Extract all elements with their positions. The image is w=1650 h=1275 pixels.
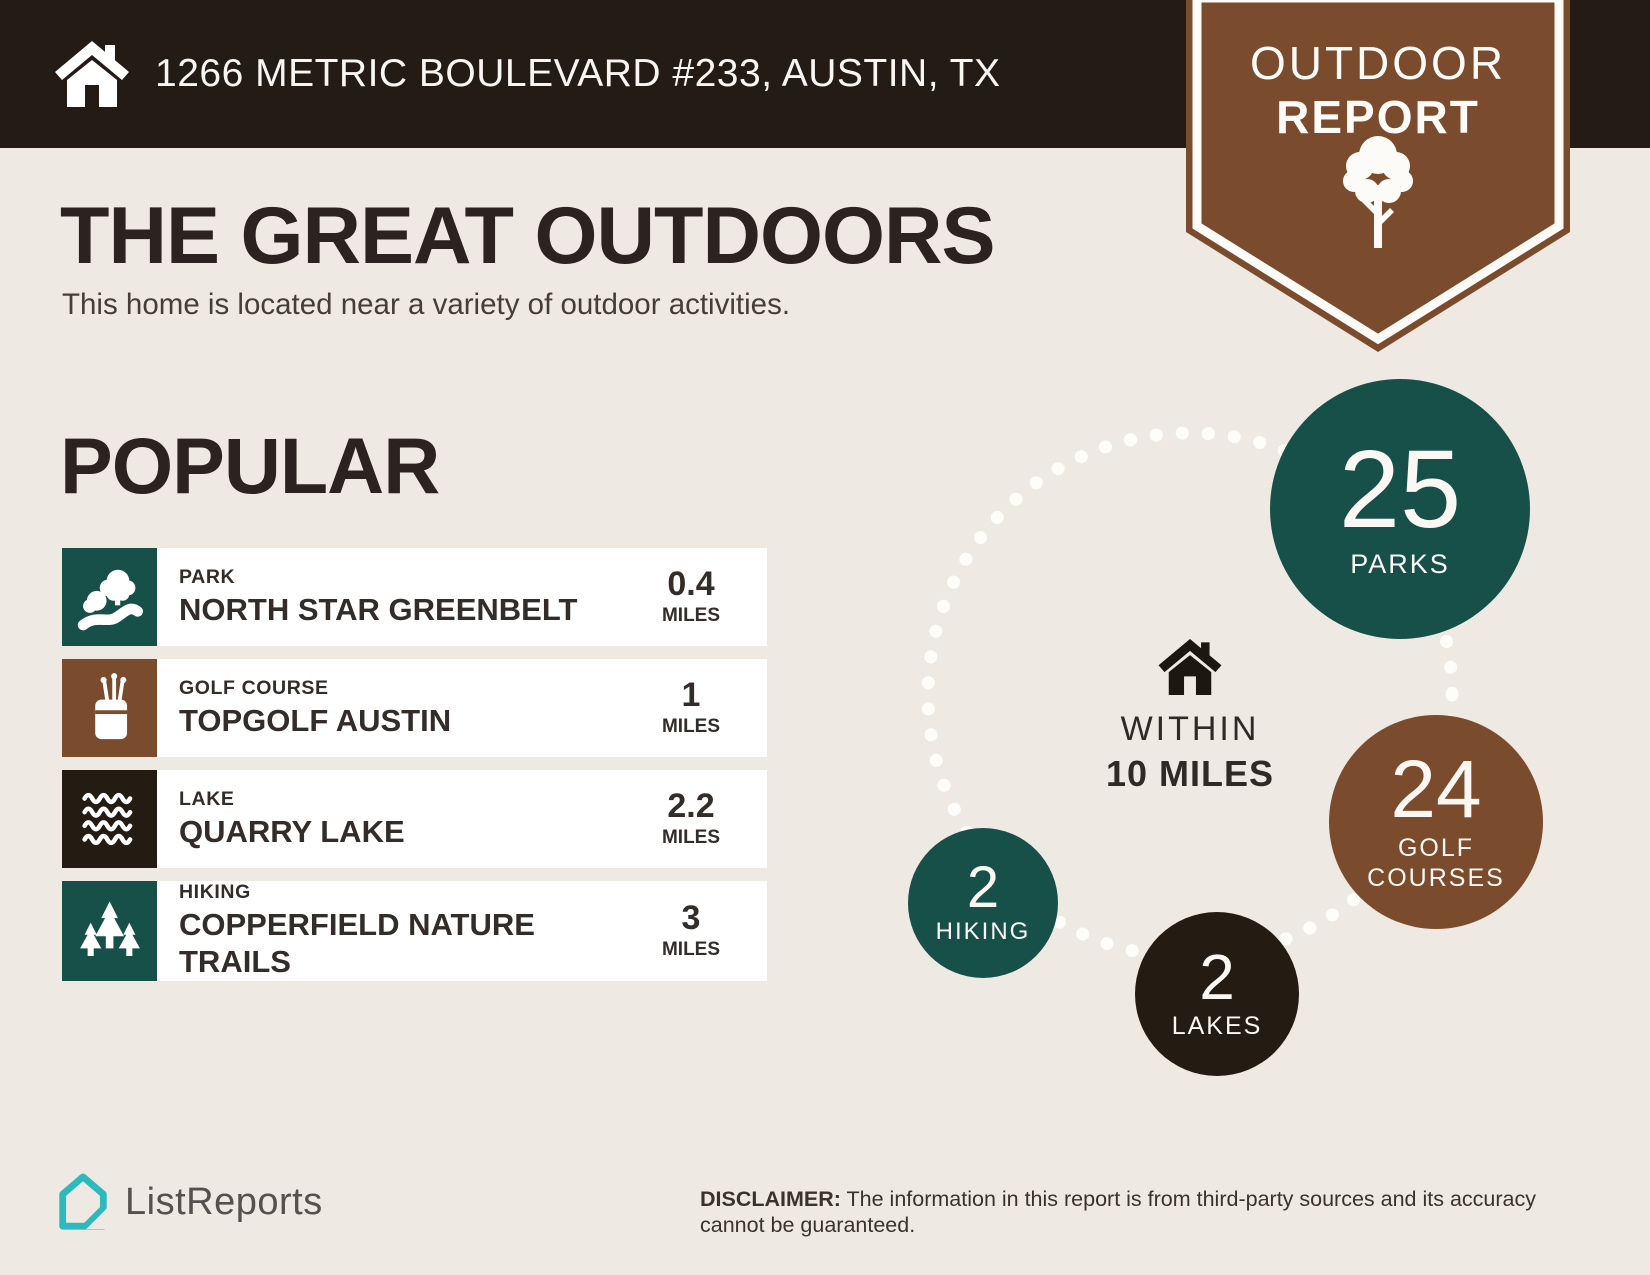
item-distance: 0.4 MILES <box>621 567 767 627</box>
within-word: WITHIN <box>1120 710 1260 748</box>
item-category: HIKING <box>179 881 251 904</box>
list-item-hiking: HIKING COPPERFIELD NATURE TRAILS 3 MILES <box>62 881 767 981</box>
disclaimer-text: The information in this report is from t… <box>700 1187 1536 1237</box>
list-item-body: LAKE QUARRY LAKE 2.2 MILES <box>157 770 767 868</box>
item-distance: 3 MILES <box>621 901 767 961</box>
pines-icon <box>62 881 157 981</box>
within-radius-label: WITHIN 10 MILES <box>1070 708 1310 796</box>
list-item-golf-course: GOLF COURSE TOPGOLF AUSTIN 1 MILES <box>62 659 767 757</box>
listreports-house-icon <box>59 1173 108 1230</box>
list-item-body: GOLF COURSE TOPGOLF AUSTIN 1 MILES <box>157 659 767 757</box>
golf-courses-count-bubble: 24 GOLF COURSES <box>1329 715 1543 929</box>
hiking-count: 2 <box>966 854 1000 920</box>
property-address: 1266 METRIC BOULEVARD #233, AUSTIN, TX <box>155 52 1001 95</box>
distance-unit: MILES <box>661 605 721 626</box>
parks-label: PARKS <box>1350 549 1450 580</box>
house-icon <box>55 41 129 107</box>
park-icon <box>62 548 157 646</box>
item-category: LAKE <box>179 787 235 810</box>
brand-name: ListReports <box>125 1180 323 1223</box>
item-category: GOLF COURSE <box>179 676 329 699</box>
popular-section-title: POPULAR <box>60 421 440 510</box>
disclaimer-label: DISCLAIMER: <box>700 1187 841 1211</box>
house-icon <box>1158 638 1222 696</box>
hiking-label: HIKING <box>935 917 1031 945</box>
item-category: PARK <box>179 565 236 588</box>
distance-unit: MILES <box>661 716 721 737</box>
distance-value: 2.2 <box>667 787 715 825</box>
ribbon-shape <box>1186 0 1570 352</box>
radius-distance: 10 MILES <box>1105 752 1275 794</box>
waves-icon <box>62 770 157 868</box>
page-subtitle: This home is located near a variety of o… <box>62 288 791 321</box>
ribbon-line2: REPORT <box>1276 91 1480 144</box>
parks-count: 25 <box>1338 427 1462 551</box>
hiking-count-bubble: 2 HIKING <box>908 828 1058 978</box>
lakes-count-bubble: 2 LAKES <box>1135 912 1299 1076</box>
ribbon-title: OUTDOOR REPORT <box>1186 36 1570 145</box>
item-distance: 1 MILES <box>621 678 767 738</box>
list-item-lake: LAKE QUARRY LAKE 2.2 MILES <box>62 770 767 868</box>
distance-value: 3 <box>681 899 701 937</box>
distance-value: 0.4 <box>667 565 715 603</box>
golf-courses-count: 24 <box>1390 744 1482 836</box>
lakes-label: LAKES <box>1171 1012 1263 1041</box>
item-name: QUARRY LAKE <box>179 813 405 849</box>
parks-count-bubble: 25 PARKS <box>1270 379 1530 639</box>
item-name: NORTH STAR GREENBELT <box>179 591 578 627</box>
list-item-park: PARK NORTH STAR GREENBELT 0.4 MILES <box>62 548 767 646</box>
outdoor-report-ribbon: OUTDOOR REPORT <box>1186 0 1570 352</box>
lakes-count: 2 <box>1199 940 1235 1013</box>
list-item-body: PARK NORTH STAR GREENBELT 0.4 MILES <box>157 548 767 646</box>
distance-value: 1 <box>681 676 701 714</box>
list-item-body: HIKING COPPERFIELD NATURE TRAILS 3 MILES <box>157 881 767 981</box>
item-name: TOPGOLF AUSTIN <box>179 702 452 738</box>
distance-unit: MILES <box>661 939 721 960</box>
distance-unit: MILES <box>661 827 721 848</box>
page-title: THE GREAT OUTDOORS <box>60 191 996 281</box>
listreports-logo: ListReports <box>55 1172 323 1232</box>
golf-courses-label: GOLF COURSES <box>1367 833 1505 892</box>
golf-bag-icon <box>62 659 157 757</box>
tree-icon <box>1343 136 1413 248</box>
item-name: COPPERFIELD NATURE TRAILS <box>179 907 535 979</box>
disclaimer: DISCLAIMER: The information in this repo… <box>700 1186 1548 1238</box>
item-distance: 2.2 MILES <box>621 789 767 849</box>
ribbon-line1: OUTDOOR <box>1249 37 1507 89</box>
